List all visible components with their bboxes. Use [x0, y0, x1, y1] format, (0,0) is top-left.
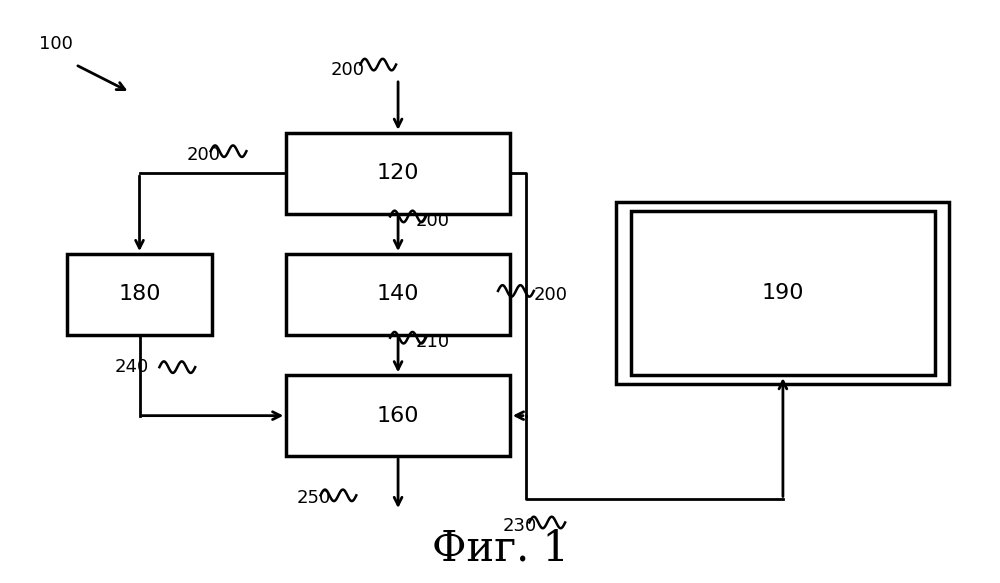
- Bar: [616, 202, 949, 384]
- Text: 190: 190: [762, 283, 804, 303]
- Text: Фиг. 1: Фиг. 1: [432, 528, 568, 570]
- Text: 210: 210: [416, 333, 450, 351]
- Bar: [631, 210, 935, 375]
- Text: 200: 200: [534, 286, 568, 304]
- Text: 200: 200: [187, 146, 221, 164]
- Text: 230: 230: [502, 517, 537, 535]
- Text: 250: 250: [297, 489, 331, 507]
- Text: 160: 160: [377, 406, 419, 426]
- Bar: [286, 254, 510, 335]
- Bar: [286, 375, 510, 456]
- Bar: [67, 254, 212, 335]
- Text: 120: 120: [377, 163, 419, 183]
- Text: 180: 180: [118, 285, 161, 304]
- Text: 100: 100: [39, 35, 72, 53]
- Text: 200: 200: [416, 212, 450, 230]
- Text: 200: 200: [330, 61, 364, 79]
- Bar: [286, 133, 510, 213]
- Text: 240: 240: [115, 359, 149, 377]
- Text: 140: 140: [377, 285, 419, 304]
